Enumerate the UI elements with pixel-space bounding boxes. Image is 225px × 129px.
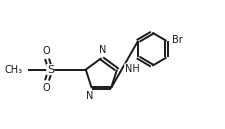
Text: CH₃: CH₃ [4, 65, 23, 75]
Text: S: S [47, 65, 54, 75]
Text: N: N [98, 45, 106, 55]
Text: Br: Br [171, 35, 182, 45]
Text: O: O [42, 83, 50, 93]
Text: O: O [42, 46, 50, 56]
Text: N: N [86, 91, 93, 101]
Text: NH: NH [124, 64, 139, 74]
